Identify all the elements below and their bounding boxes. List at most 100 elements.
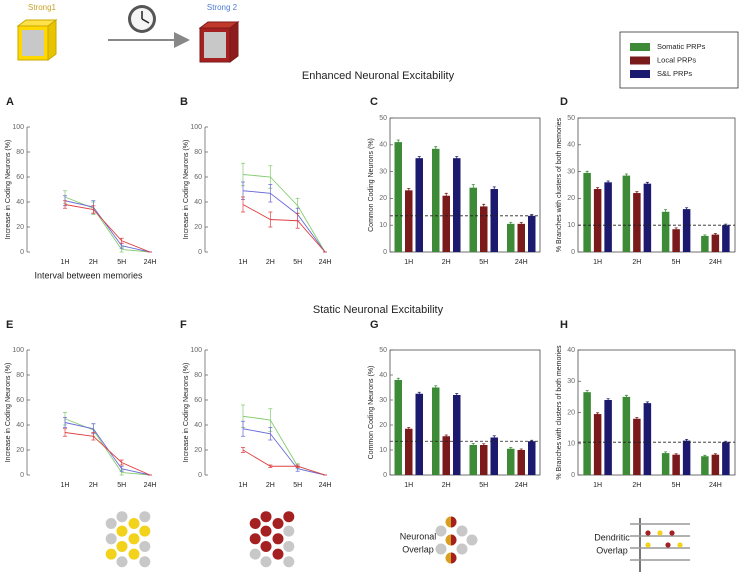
- bar: [394, 142, 402, 252]
- y-tick-label: 20: [194, 224, 202, 231]
- bar: [643, 403, 652, 475]
- error-bar: [91, 432, 96, 441]
- panel-label: A: [6, 96, 14, 108]
- neuron: [435, 525, 447, 537]
- y-tick-label: 40: [194, 199, 202, 206]
- error-bar: [519, 448, 523, 451]
- error-bar: [471, 184, 475, 191]
- error-bar: [396, 139, 400, 145]
- error-bar: [596, 412, 600, 416]
- bottom-schematic: [105, 511, 690, 572]
- error-bar: [434, 146, 438, 151]
- error-bar: [455, 393, 459, 397]
- neuron-half: [451, 516, 457, 528]
- error-bar: [674, 227, 678, 231]
- error-bar: [713, 233, 717, 236]
- x-tick-label: 1H: [61, 259, 70, 266]
- error-bar: [509, 221, 513, 226]
- chart: C Common Coding Neurons (%) 0 10 20 30 40 50 1H 2…: [368, 96, 541, 266]
- bar: [643, 183, 652, 252]
- error-bar: [492, 435, 496, 440]
- y-axis-label: Common Coding Neurons (%): [368, 138, 375, 232]
- bar: [633, 193, 641, 252]
- clock-icon: [128, 5, 156, 33]
- error-bar: [268, 427, 273, 441]
- bar: [583, 172, 591, 252]
- bar: [415, 393, 423, 475]
- legend-label: S&L PRPs: [657, 69, 692, 78]
- x-tick-label: 1H: [239, 259, 248, 266]
- bar: [528, 441, 536, 475]
- error-bar: [703, 454, 707, 458]
- chart: D % Branches with clusters of both memori…: [556, 96, 736, 266]
- y-tick-label: 0: [198, 249, 202, 256]
- y-tick-label: 20: [567, 195, 575, 202]
- y-tick-label: 0: [571, 249, 575, 256]
- error-bar: [685, 207, 689, 211]
- plot-frame: [389, 117, 541, 253]
- x-tick-label: 5H: [117, 259, 126, 266]
- section-title: Enhanced Neuronal Excitability: [302, 70, 455, 82]
- legend-swatch: [630, 43, 650, 51]
- panel-label: H: [560, 319, 568, 331]
- neuron: [116, 540, 128, 552]
- panel-label: C: [370, 96, 378, 108]
- error-bar: [674, 453, 678, 456]
- y-tick-label: 20: [16, 224, 24, 231]
- legend-swatch: [630, 70, 650, 78]
- bar: [469, 445, 477, 475]
- y-tick-label: 10: [567, 441, 575, 448]
- chart: G Common Coding Neurons (%) 0 10 20 30 40 50 1H 2…: [368, 319, 541, 489]
- x-tick-label: 1H: [404, 482, 413, 489]
- x-tick-label: 2H: [632, 259, 641, 266]
- bar: [722, 442, 730, 475]
- chart: H % Branches with clusters of both memori…: [556, 319, 736, 489]
- neuron: [249, 518, 261, 529]
- strong1-label: Strong1: [28, 3, 57, 12]
- neuron: [105, 518, 117, 529]
- neuron: [272, 548, 284, 560]
- legend-swatch: [630, 56, 650, 65]
- error-bar: [624, 394, 628, 399]
- y-tick-label: 40: [567, 142, 575, 149]
- error-bar: [471, 443, 475, 447]
- bar: [480, 206, 488, 252]
- y-tick-label: 100: [190, 124, 202, 131]
- x-tick-label: 5H: [479, 482, 488, 489]
- x-tick-label: 5H: [293, 482, 302, 489]
- error-bar: [685, 438, 689, 442]
- error-bar: [606, 398, 610, 402]
- plot-frame: [389, 349, 541, 476]
- bar: [517, 223, 525, 252]
- y-tick-label: 100: [12, 347, 24, 354]
- neuron: [249, 533, 261, 545]
- error-bar: [119, 459, 124, 466]
- neuron: [116, 556, 128, 568]
- y-tick-label: 40: [16, 422, 24, 429]
- neuron: [105, 533, 117, 545]
- y-tick-label: 40: [379, 142, 387, 149]
- neuron: [128, 518, 140, 529]
- y-tick-label: 100: [190, 347, 202, 354]
- neuron: [105, 548, 117, 560]
- line-series: [242, 204, 326, 253]
- overlap-label: Overlap: [402, 544, 434, 554]
- y-tick-label: 40: [16, 199, 24, 206]
- y-tick-label: 0: [383, 249, 387, 256]
- error-bar: [444, 192, 448, 199]
- y-axis-label: Increase in Coding Neurons (%): [183, 140, 190, 240]
- line-series: [242, 190, 326, 253]
- neuron: [128, 533, 140, 545]
- error-bar: [444, 434, 448, 438]
- neuron: [116, 525, 128, 537]
- x-tick-label: 2H: [266, 482, 275, 489]
- y-tick-label: 80: [16, 149, 24, 156]
- y-axis-label: Increase in Coding Neurons (%): [183, 363, 190, 463]
- neuron: [139, 540, 151, 552]
- bar: [701, 456, 709, 475]
- y-tick-label: 30: [379, 168, 387, 175]
- error-bar: [295, 212, 300, 229]
- bar: [517, 450, 525, 475]
- bar: [682, 440, 691, 475]
